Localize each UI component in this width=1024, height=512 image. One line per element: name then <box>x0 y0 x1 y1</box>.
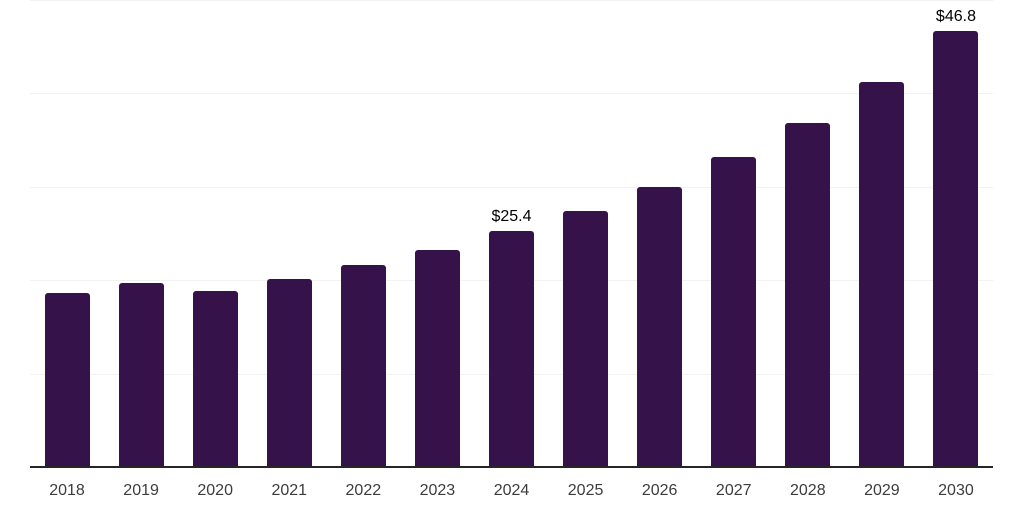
bar-2027 <box>711 156 757 468</box>
bar-2024 <box>489 230 534 468</box>
x-tick-label-2029: 2029 <box>864 482 900 499</box>
x-tick-label-2018: 2018 <box>49 482 85 499</box>
x-tick-label-2020: 2020 <box>197 482 233 499</box>
x-tick-label-2026: 2026 <box>641 482 678 499</box>
gridline <box>30 93 993 95</box>
bar-2029 <box>859 82 905 468</box>
bar-2030 <box>933 30 979 468</box>
bar-2019 <box>118 283 164 468</box>
x-tick-label-2025: 2025 <box>567 482 604 499</box>
gridline <box>30 0 993 1</box>
x-tick-label-2019: 2019 <box>123 482 159 499</box>
x-tick-label-2022: 2022 <box>345 482 382 499</box>
bar-value-label-2024: $25.4 <box>491 207 532 225</box>
bar-2020 <box>192 291 238 468</box>
bar-2018 <box>44 293 90 468</box>
bar-2022 <box>340 265 386 468</box>
x-axis-line <box>30 466 993 468</box>
x-tick-label-2021: 2021 <box>271 482 308 499</box>
bar-2023 <box>414 250 460 468</box>
bar-2028 <box>785 123 831 468</box>
gridline <box>30 186 993 188</box>
bar-2025 <box>563 211 609 468</box>
x-tick-label-2024: 2024 <box>493 482 530 499</box>
bar-2026 <box>637 186 683 468</box>
x-tick-label-2030: 2030 <box>938 482 974 499</box>
x-tick-label-2023: 2023 <box>419 482 456 499</box>
bar-2021 <box>266 279 312 468</box>
x-axis-labels: 2018 2019 2020 2021 2022 2023 2024 2025 2026 2027… <box>30 482 993 504</box>
plot-area: $25.4 $46.8 <box>30 0 993 470</box>
bar-value-label-2030: $46.8 <box>935 7 976 25</box>
x-tick-label-2028: 2028 <box>790 482 826 499</box>
x-tick-label-2027: 2027 <box>715 482 752 499</box>
